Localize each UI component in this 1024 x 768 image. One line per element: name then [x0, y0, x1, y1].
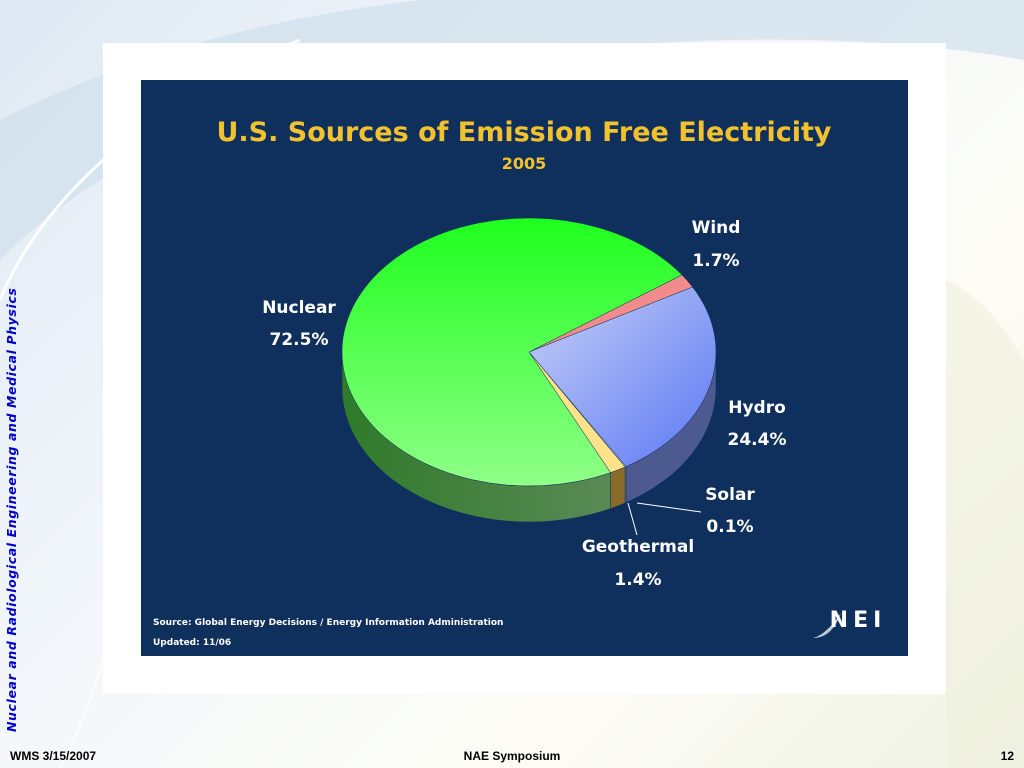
side-label: Nuclear and Radiological Engineering and… — [4, 287, 19, 732]
pie-sides — [341, 351, 717, 523]
pie-slice-nuclear — [341, 217, 683, 487]
pie-chart: U.S. Sources of Emission Free Electricit… — [153, 117, 887, 648]
footer-page-number: 12 — [1000, 749, 1014, 763]
label-wind-value: 1.7% — [692, 251, 739, 271]
label-geothermal-name: Geothermal — [582, 537, 694, 557]
chart-title: U.S. Sources of Emission Free Electricit… — [216, 117, 831, 148]
footer-date: WMS 3/15/2007 — [10, 749, 97, 763]
slice-label-solar: Solar 0.1% — [705, 485, 755, 537]
source-note: Source: Global Energy Decisions / Energy… — [153, 618, 503, 628]
label-hydro-value: 24.4% — [728, 430, 787, 450]
label-geothermal-value: 1.4% — [614, 570, 661, 590]
label-nuclear-value: 72.5% — [270, 330, 329, 350]
slice-label-geothermal: Geothermal 1.4% — [582, 537, 694, 590]
nei-logo: NEI — [813, 608, 887, 638]
pie-side-geothermal — [610, 466, 626, 509]
footer-event: NAE Symposium — [463, 749, 561, 763]
label-solar-value: 0.1% — [706, 517, 753, 537]
pie-tops — [341, 217, 717, 487]
chart-panel: U.S. Sources of Emission Free Electricit… — [141, 80, 908, 656]
slice-label-wind: Wind 1.7% — [692, 218, 741, 271]
chart-subtitle: 2005 — [502, 154, 547, 173]
slice-label-nuclear: Nuclear 72.5% — [262, 298, 336, 350]
label-solar-name: Solar — [705, 485, 755, 505]
pie-slice-hydro — [528, 286, 717, 467]
nei-logo-text: NEI — [830, 608, 887, 633]
geothermal-leader-line — [627, 502, 638, 536]
updated-note: Updated: 11/06 — [153, 638, 231, 648]
label-wind-name: Wind — [692, 218, 741, 238]
label-nuclear-name: Nuclear — [262, 298, 336, 318]
nei-logo-swoosh — [813, 613, 841, 638]
solar-leader-line — [636, 502, 702, 513]
label-hydro-name: Hydro — [728, 398, 786, 418]
slice-label-hydro: Hydro 24.4% — [728, 398, 787, 450]
